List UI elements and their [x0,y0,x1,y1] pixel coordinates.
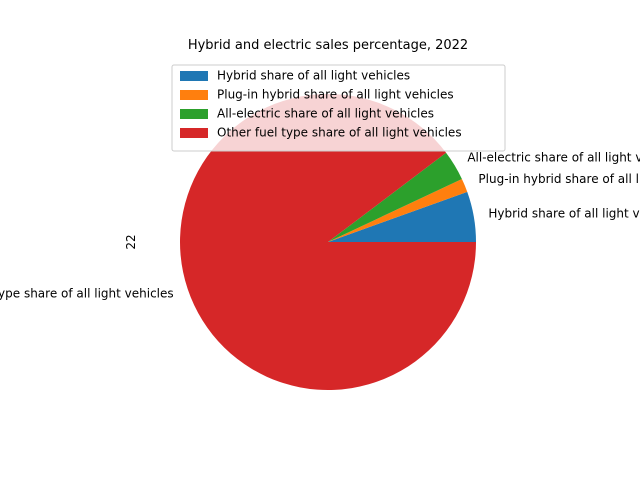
legend-label-plug-in-hybrid-share-of-all-light-vehicles: Plug-in hybrid share of all light vehicl… [217,88,454,102]
legend-swatch-other-fuel-type-share-of-all-light-vehicles [180,128,208,138]
legend-swatch-all-electric-share-of-all-light-vehicles [180,109,208,119]
slice-label-all-electric-share-of-all-light-vehicles: All-electric share of all light vehicles [467,150,640,164]
pie-slice-hybrid-share-of-all-light-vehicles [328,191,476,242]
legend-label-hybrid-share-of-all-light-vehicles: Hybrid share of all light vehicles [217,69,410,83]
legend: Hybrid share of all light vehicles Plug-i… [171,64,506,152]
legend-swatch-hybrid-share-of-all-light-vehicles [180,71,208,81]
legend-label-other-fuel-type-share-of-all-light-vehicles: Other fuel type share of all light vehic… [217,126,462,140]
legend-swatch-plug-in-hybrid-share-of-all-light-vehicles [180,90,208,100]
chart-title: Hybrid and electric sales percentage, 20… [188,38,468,53]
slice-label-hybrid-share-of-all-light-vehicles: Hybrid share of all light vehicles [488,207,640,221]
slice-label-other-fuel-type-share-of-all-light-vehicles: Other fuel type share of all light vehic… [0,286,174,300]
pie-slice-other-fuel-type-share-of-all-light-vehicles [180,94,477,391]
legend-label-all-electric-share-of-all-light-vehicles: All-electric share of all light vehicles [217,107,434,121]
slice-labels: Hybrid share of all light vehicles Plug-i… [0,150,640,300]
pie-slice-plug-in-hybrid-share-of-all-light-vehicles [328,178,468,242]
legend-items: Hybrid share of all light vehicles Plug-i… [180,69,462,140]
legend-frame [171,64,506,152]
pie-slices [180,94,477,391]
y-axis-label: 22 [124,234,138,249]
slice-label-plug-in-hybrid-share-of-all-light-vehicles: Plug-in hybrid share of all light vehicl… [478,172,640,186]
pie-slice-all-electric-share-of-all-light-vehicles [328,152,462,242]
